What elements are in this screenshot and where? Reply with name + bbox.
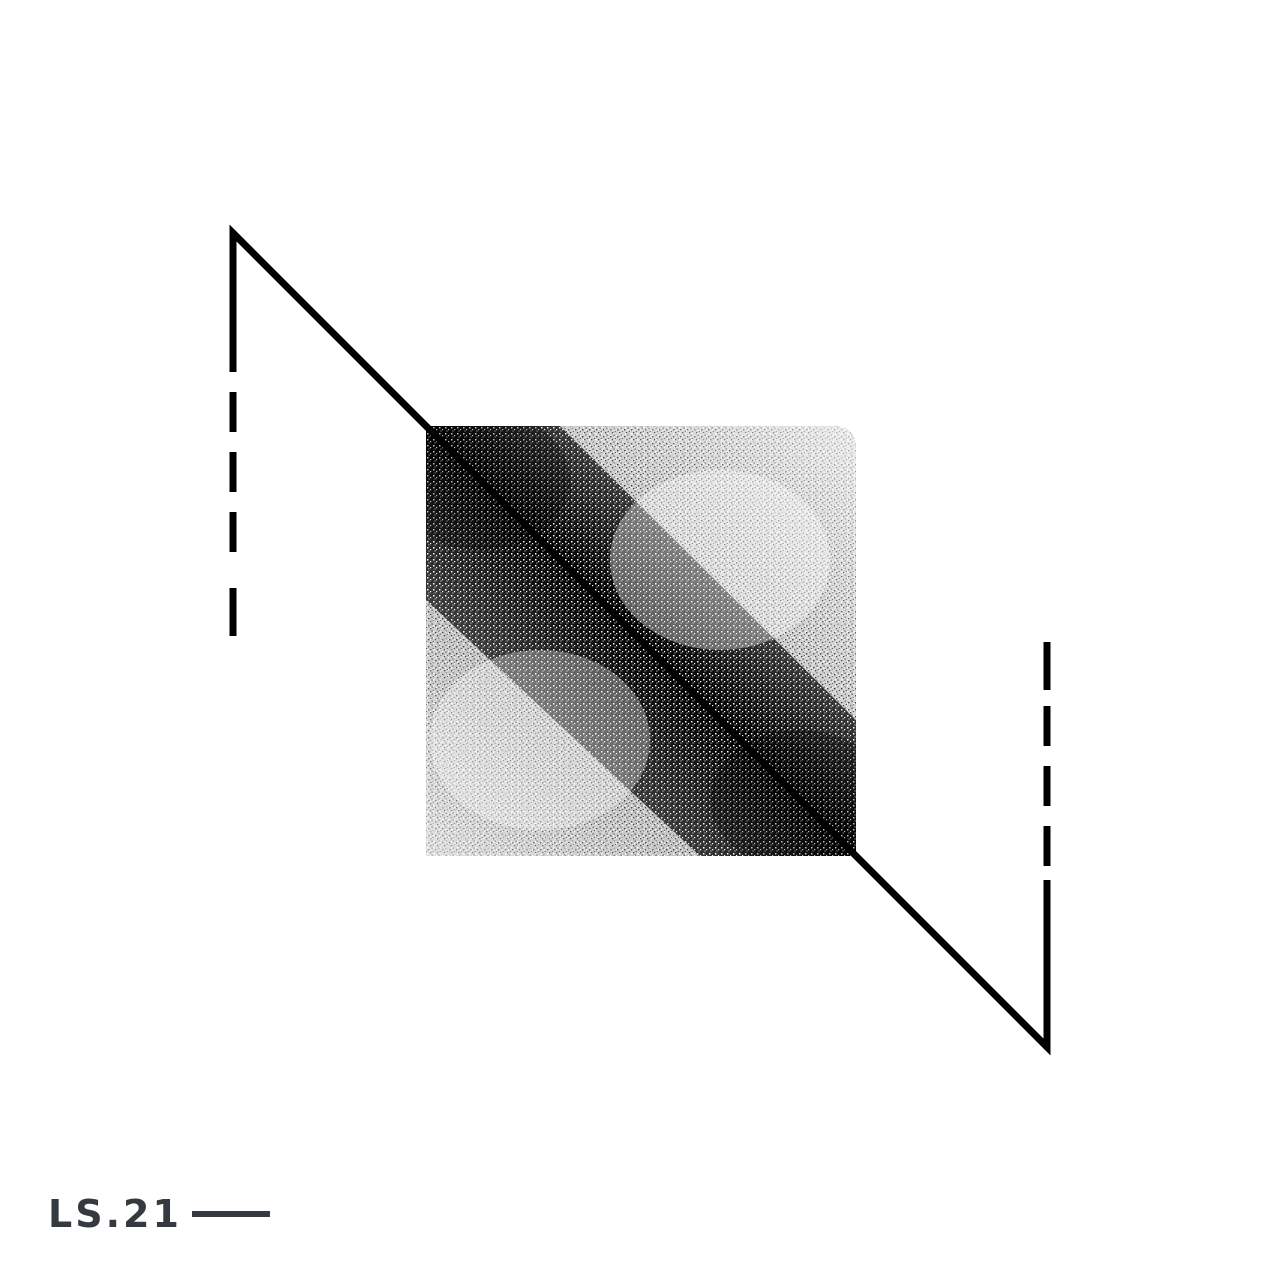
caption-text: LS.21 <box>48 1192 182 1236</box>
caption-dash-icon <box>191 1211 270 1217</box>
caption: LS.21 <box>48 1195 270 1233</box>
zigzag-line-icon <box>229 224 1051 1056</box>
